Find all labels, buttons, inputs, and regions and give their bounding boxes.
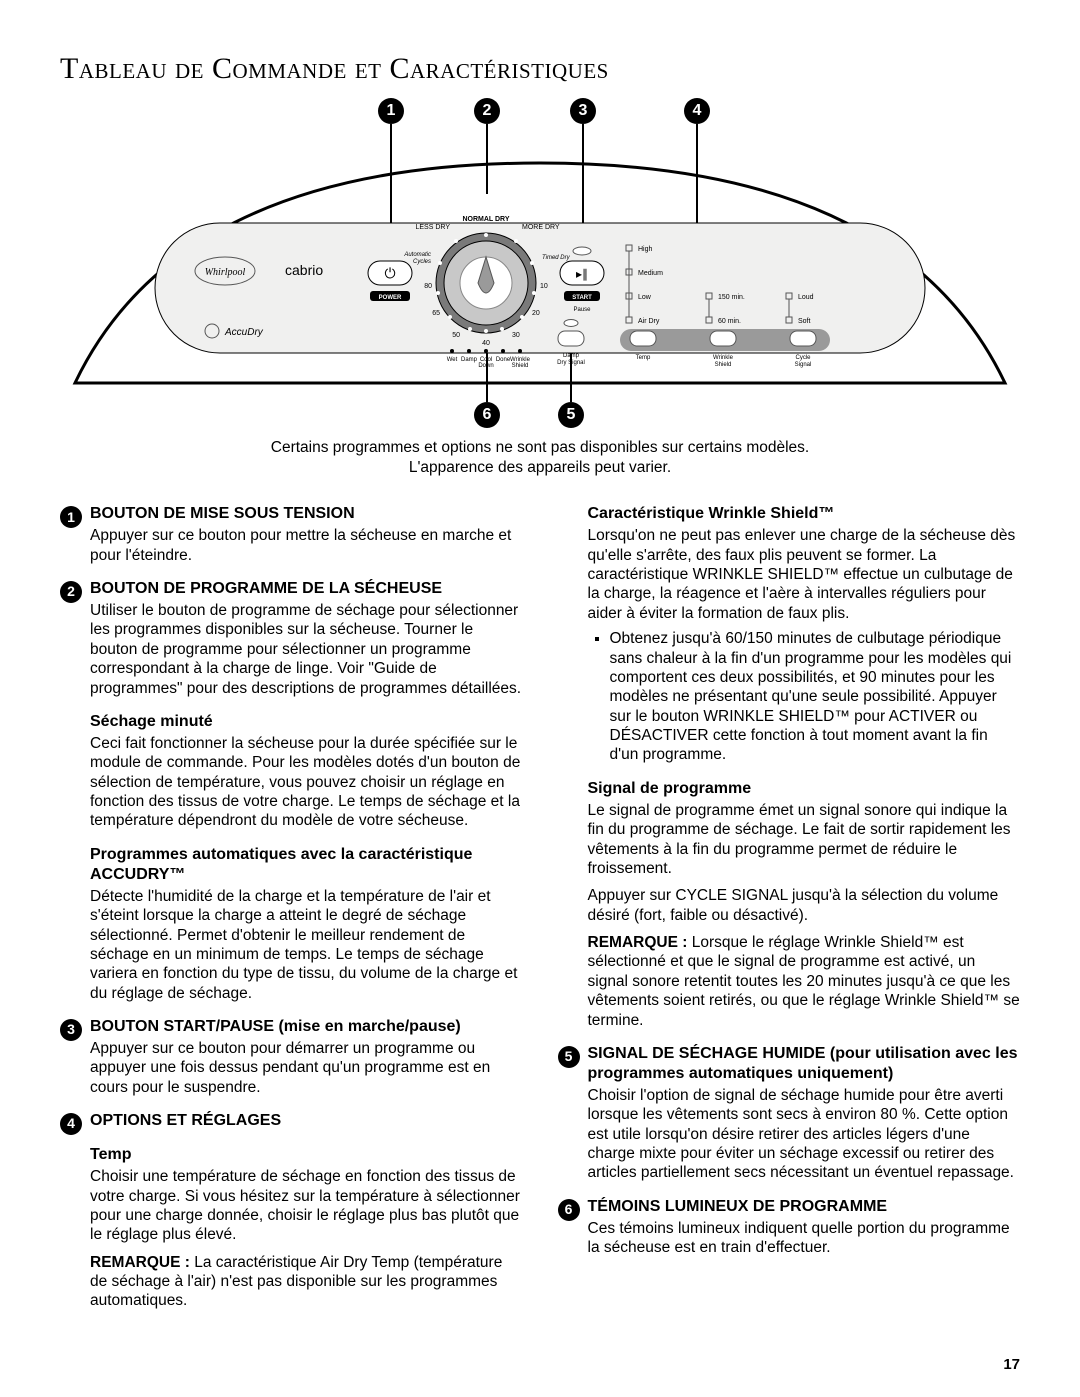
remark-label: REMARQUE : [588,934,688,951]
svg-text:LESS DRY: LESS DRY [416,224,451,231]
svg-text:65: 65 [432,310,440,317]
figure-caption: Certains programmes et options ne sont p… [60,438,1020,480]
callout-5: 5 [558,402,584,428]
bullet-3: 3 [60,1019,82,1041]
svg-text:Done: Done [496,357,511,363]
svg-text:Cycle: Cycle [795,355,811,361]
heading-cycle-signal: Signal de programme [588,779,1021,799]
svg-text:60 min.: 60 min. [718,318,741,325]
text-damp-signal: Choisir l'option de signal de séchage hu… [588,1086,1021,1183]
page-title: Tableau de Commande et Caractéristiques [60,50,1020,88]
svg-text:Whirlpool: Whirlpool [205,267,246,278]
control-panel-figure: 1 2 3 4 6 5 Whirlpool cabrio AccuDry ⏻ P… [60,98,1020,428]
heading-start-pause: BOUTON START/PAUSE (mise en marche/pause… [90,1017,523,1037]
svg-text:Damp: Damp [461,357,478,363]
callout-4: 4 [684,98,710,124]
svg-text:Dry Signal: Dry Signal [557,360,585,366]
svg-text:Down: Down [478,363,493,369]
list-item-wrinkle: Obtenez jusqu'à 60/150 minutes de culbut… [610,629,1021,765]
remark-temp: REMARQUE : La caractéristique Air Dry Te… [90,1253,523,1311]
text-temp: Choisir une température de séchage en fo… [90,1167,523,1245]
text-status-lights: Ces témoins lumineux indiquent quelle po… [588,1219,1021,1258]
caption-line1: Certains programmes et options ne sont p… [271,439,809,456]
svg-text:Low: Low [638,294,652,301]
text-wrinkle-shield: Lorsqu'on ne peut pas enlever une charge… [588,526,1021,623]
svg-text:Shield: Shield [512,363,529,369]
svg-text:20: 20 [532,310,540,317]
svg-text:cabrio: cabrio [285,262,323,278]
remark-label: REMARQUE : [90,1254,190,1271]
svg-text:POWER: POWER [379,295,402,301]
svg-text:Signal: Signal [795,362,812,368]
svg-text:MORE DRY: MORE DRY [522,224,560,231]
bullet-1: 1 [60,506,82,528]
bullet-5: 5 [558,1046,580,1068]
heading-damp-signal: SIGNAL DE SÉCHAGE HUMIDE (pour utilisati… [588,1044,1021,1084]
svg-text:Temp: Temp [636,355,651,361]
callout-3: 3 [570,98,596,124]
svg-text:Wet: Wet [447,357,458,363]
heading-temp: Temp [90,1145,523,1165]
bullet-6: 6 [558,1199,580,1221]
heading-cycle-knob: BOUTON DE PROGRAMME DE LA SÉCHEUSE [90,579,523,599]
svg-text:NORMAL DRY: NORMAL DRY [462,216,509,223]
svg-text:Pause: Pause [573,307,591,313]
left-column: 1 BOUTON DE MISE SOUS TENSION Appuyer su… [60,504,523,1325]
callout-1: 1 [378,98,404,124]
svg-text:START: START [572,295,592,301]
svg-text:50: 50 [452,332,460,339]
svg-text:▸∥: ▸∥ [576,267,588,281]
svg-text:Air Dry: Air Dry [638,318,660,325]
svg-text:Shield: Shield [715,362,732,368]
heading-status-lights: TÉMOINS LUMINEUX DE PROGRAMME [588,1197,1021,1217]
right-column: Caractéristique Wrinkle Shield™ Lorsqu'o… [558,504,1021,1325]
text-cycle-signal-1: Le signal de programme émet un signal so… [588,801,1021,879]
svg-text:Wrinkle: Wrinkle [713,355,734,361]
svg-text:Medium: Medium [638,270,663,277]
callout-2: 2 [474,98,500,124]
svg-text:Cycles: Cycles [413,259,431,265]
bullet-4: 4 [60,1113,82,1135]
text-cycle-knob: Utiliser le bouton de programme de sécha… [90,601,523,698]
heading-accudry: Programmes automatiques avec la caractér… [90,845,523,885]
text-timed-dry: Ceci fait fonctionner la sécheuse pour l… [90,734,523,831]
heading-options: OPTIONS ET RÉGLAGES [90,1111,523,1131]
svg-text:Timed Dry: Timed Dry [542,255,571,261]
heading-timed-dry: Séchage minuté [90,712,523,732]
text-start-pause: Appuyer sur ce bouton pour démarrer un p… [90,1039,523,1097]
text-power-button: Appuyer sur ce bouton pour mettre la séc… [90,526,523,565]
remark-signal: REMARQUE : Lorsque le réglage Wrinkle Sh… [588,933,1021,1030]
page-number: 17 [1003,1356,1020,1375]
bullet-2: 2 [60,581,82,603]
callout-6: 6 [474,402,500,428]
svg-text:30: 30 [512,332,520,339]
svg-text:40: 40 [482,340,490,347]
svg-text:AccuDry: AccuDry [224,327,264,338]
heading-wrinkle-shield: Caractéristique Wrinkle Shield™ [588,504,1021,524]
svg-text:High: High [638,246,653,253]
svg-text:150 min.: 150 min. [718,294,745,301]
text-accudry: Détecte l'humidité de la charge et la te… [90,887,523,1003]
text-cycle-signal-2: Appuyer sur CYCLE SIGNAL jusqu'à la séle… [588,886,1021,925]
svg-text:Soft: Soft [798,318,811,325]
svg-text:Automatic: Automatic [403,252,431,258]
svg-text:Loud: Loud [798,294,814,301]
svg-text:80: 80 [424,283,432,290]
svg-text:Damp: Damp [563,353,580,359]
heading-power-button: BOUTON DE MISE SOUS TENSION [90,504,523,524]
caption-line2: L'apparence des appareils peut varier. [409,459,671,476]
svg-text:⏻: ⏻ [384,265,395,281]
svg-text:10: 10 [540,283,548,290]
control-panel-svg: Whirlpool cabrio AccuDry ⏻ POWER NORMAL … [60,153,1020,388]
